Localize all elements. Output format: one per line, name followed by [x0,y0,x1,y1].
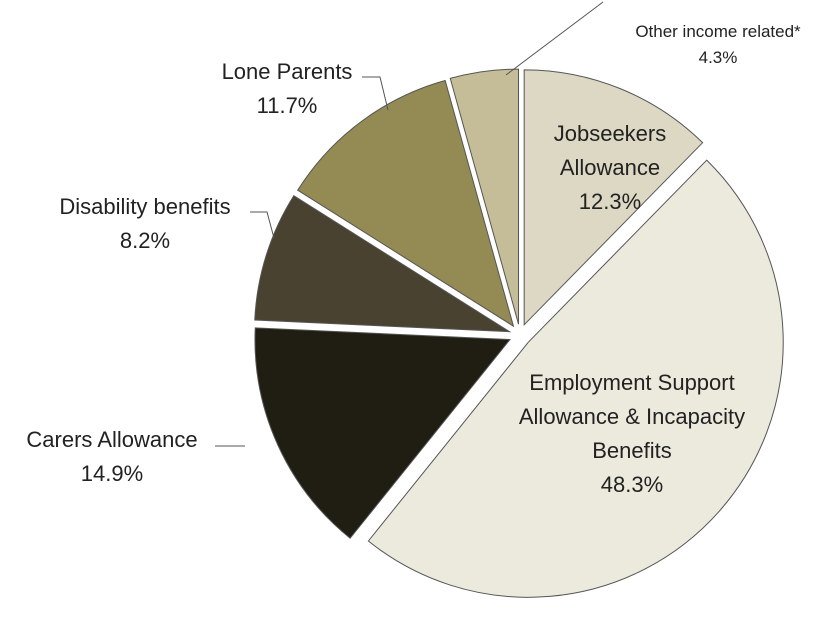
value-label: 14.9% [80,461,144,486]
pie-slice [449,68,520,325]
pie-slice [523,69,704,327]
slice-label: Disability benefits 8.2% [30,190,260,258]
slice-label: Lone Parents 11.7% [202,55,372,123]
pie-slice [254,327,511,539]
leader-line [362,76,389,111]
category-label: Carers Allowance [26,427,198,452]
leader-line [505,1,604,76]
slice-label: Employment Support Allowance & Incapacit… [512,366,752,502]
pie-slice [297,79,515,328]
slice-label: Carers Allowance 14.9% [2,423,222,491]
category-label: Jobseekers Allowance [553,121,667,180]
value-label: 12.3% [578,189,642,214]
slice-label: Jobseekers Allowance 12.3% [535,117,685,219]
value-label: 8.2% [119,228,171,253]
value-label: 11.7% [256,93,318,118]
pie-slice [254,195,512,333]
pie-slice [367,159,784,598]
category-label: Disability benefits [59,194,231,219]
category-label: Lone Parents [221,59,353,84]
category-label: Employment Support Allowance & Incapacit… [518,370,746,463]
slice-label: Other income related* 4.3% [603,19,828,71]
leader-line [250,211,275,239]
value-label: 48.3% [600,472,664,497]
category-label: Other income related* [635,22,801,41]
value-label: 4.3% [698,48,738,67]
